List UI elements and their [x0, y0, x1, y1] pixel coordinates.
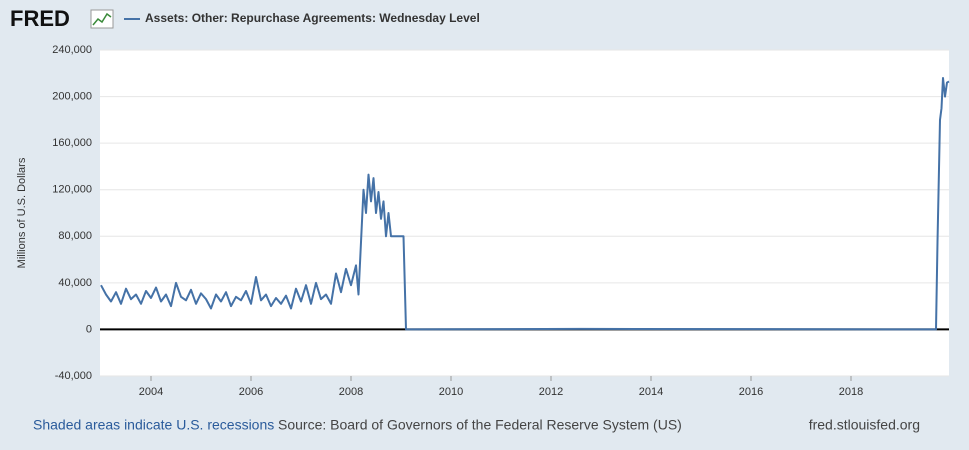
y-tick-label: -40,000	[55, 370, 92, 382]
x-tick-label: 2018	[839, 386, 863, 398]
plot-area	[100, 50, 949, 376]
x-tick-label: 2008	[339, 386, 363, 398]
source: Source: Board of Governors of the Federa…	[278, 417, 682, 433]
x-tick-label: 2014	[639, 386, 663, 398]
x-tick-label: 2010	[439, 386, 463, 398]
recession-note[interactable]: Shaded areas indicate U.S. recessions	[33, 417, 274, 433]
x-tick-label: 2004	[139, 386, 163, 398]
y-tick-label: 160,000	[52, 137, 92, 149]
logo-icon	[90, 9, 114, 29]
legend-label: Assets: Other: Repurchase Agreements: We…	[145, 11, 480, 25]
x-tick-label: 2012	[539, 386, 563, 398]
x-tick-label: 2006	[239, 386, 263, 398]
y-axis-label: Millions of U.S. Dollars	[16, 157, 28, 268]
y-tick-label: 120,000	[52, 184, 92, 196]
y-tick-label: 0	[86, 323, 92, 335]
logo-icon-line	[92, 12, 112, 26]
y-tick-label: 200,000	[52, 90, 92, 102]
y-tick-label: 40,000	[58, 277, 92, 289]
site: fred.stlouisfed.org	[809, 417, 920, 433]
y-tick-label: 80,000	[58, 230, 92, 242]
series-line	[100, 76, 950, 331]
y-tick-label: 240,000	[52, 44, 92, 56]
logo: FRED	[10, 6, 70, 31]
x-tick-label: 2016	[739, 386, 763, 398]
